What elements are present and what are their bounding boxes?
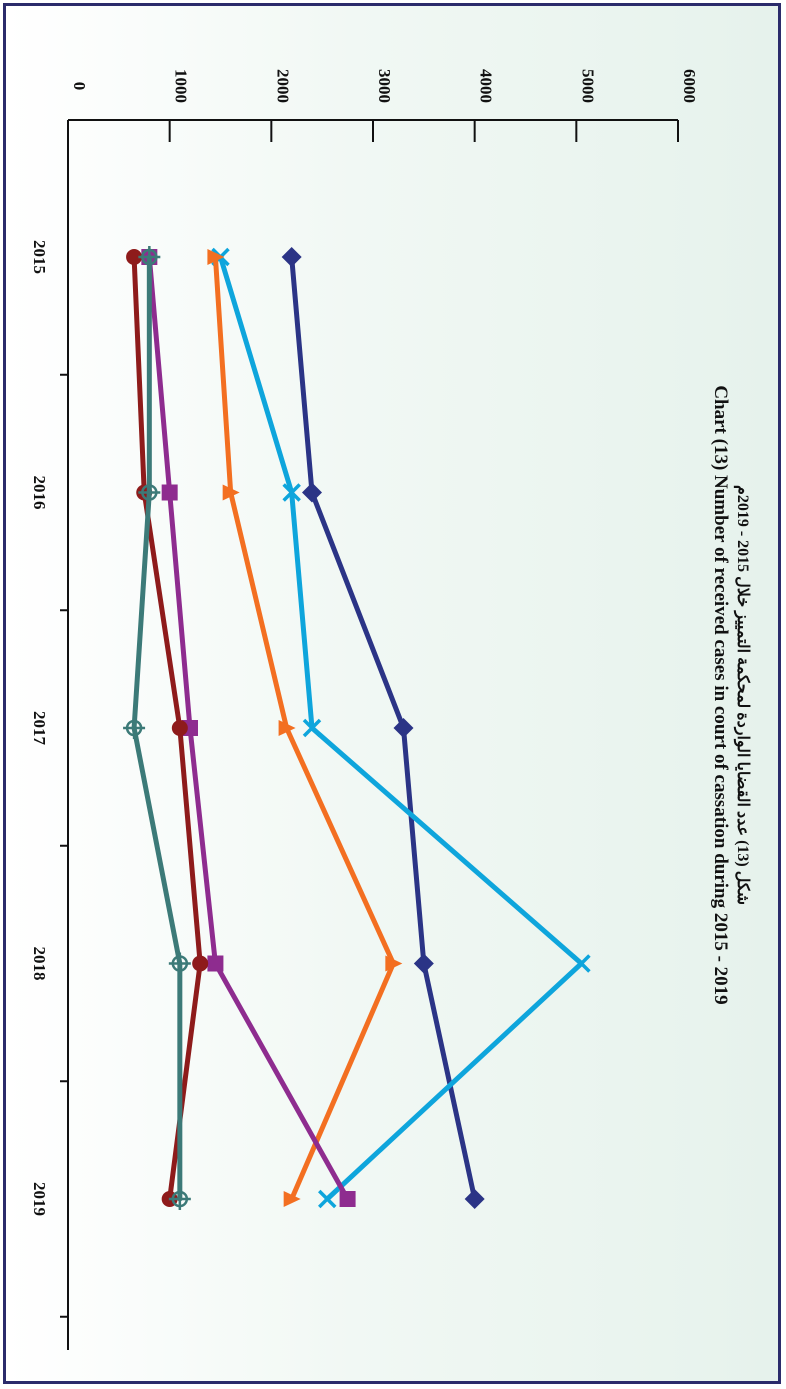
chart-title-english: Chart (13) Number of received cases in c… xyxy=(710,385,731,1004)
data-point xyxy=(168,952,191,975)
tick-labels: 0 1000 2000 3000 4000 5000 6000 2015 2016 2017 201… xyxy=(30,69,699,1216)
data-point xyxy=(278,720,296,736)
data-point xyxy=(283,1191,301,1207)
data-point xyxy=(281,247,302,267)
value-tick-label: 3000 xyxy=(375,69,394,103)
data-point xyxy=(282,483,301,502)
data-point xyxy=(318,1189,337,1209)
data-point xyxy=(464,1189,485,1209)
category-tick-label: 2017 xyxy=(30,711,49,746)
data-point xyxy=(138,246,161,268)
data-point xyxy=(171,720,188,736)
chart-titles: شكل (13) عدد القضايا الواردة لمحكمة التم… xyxy=(710,385,751,1004)
series-3 xyxy=(207,249,403,1207)
data-point xyxy=(572,954,591,973)
series-line xyxy=(289,254,478,1202)
data-point xyxy=(168,1188,191,1210)
value-tick-label: 0 xyxy=(70,82,89,91)
data-point xyxy=(123,717,146,739)
chart-title-arabic: شكل (13) عدد القضايا الواردة لمحكمة التم… xyxy=(733,485,751,905)
data-point xyxy=(161,484,178,501)
category-tick-label: 2015 xyxy=(30,240,49,274)
data-point xyxy=(385,955,403,972)
series-5 xyxy=(126,249,209,1207)
series-6 xyxy=(123,246,191,1210)
data-point xyxy=(393,718,414,738)
series-layer xyxy=(123,246,591,1210)
data-point xyxy=(207,955,224,972)
axes xyxy=(60,119,679,1350)
data-point xyxy=(192,955,209,972)
value-tick-label: 5000 xyxy=(578,69,597,103)
data-point xyxy=(222,484,240,501)
category-tick-label: 2019 xyxy=(30,1182,49,1216)
data-point xyxy=(302,718,322,738)
data-point xyxy=(207,249,225,265)
value-tick-label: 1000 xyxy=(172,69,191,103)
data-point xyxy=(126,249,143,265)
value-tick-label: 4000 xyxy=(477,69,496,103)
category-tick-label: 2016 xyxy=(30,476,49,510)
data-point xyxy=(302,482,322,503)
data-point xyxy=(413,953,434,974)
value-tick-label: 6000 xyxy=(680,69,699,103)
data-point xyxy=(339,1191,356,1207)
value-tick-label: 2000 xyxy=(273,69,292,103)
data-point xyxy=(138,481,161,504)
series-1 xyxy=(281,247,485,1209)
category-tick-label: 2018 xyxy=(30,947,49,981)
